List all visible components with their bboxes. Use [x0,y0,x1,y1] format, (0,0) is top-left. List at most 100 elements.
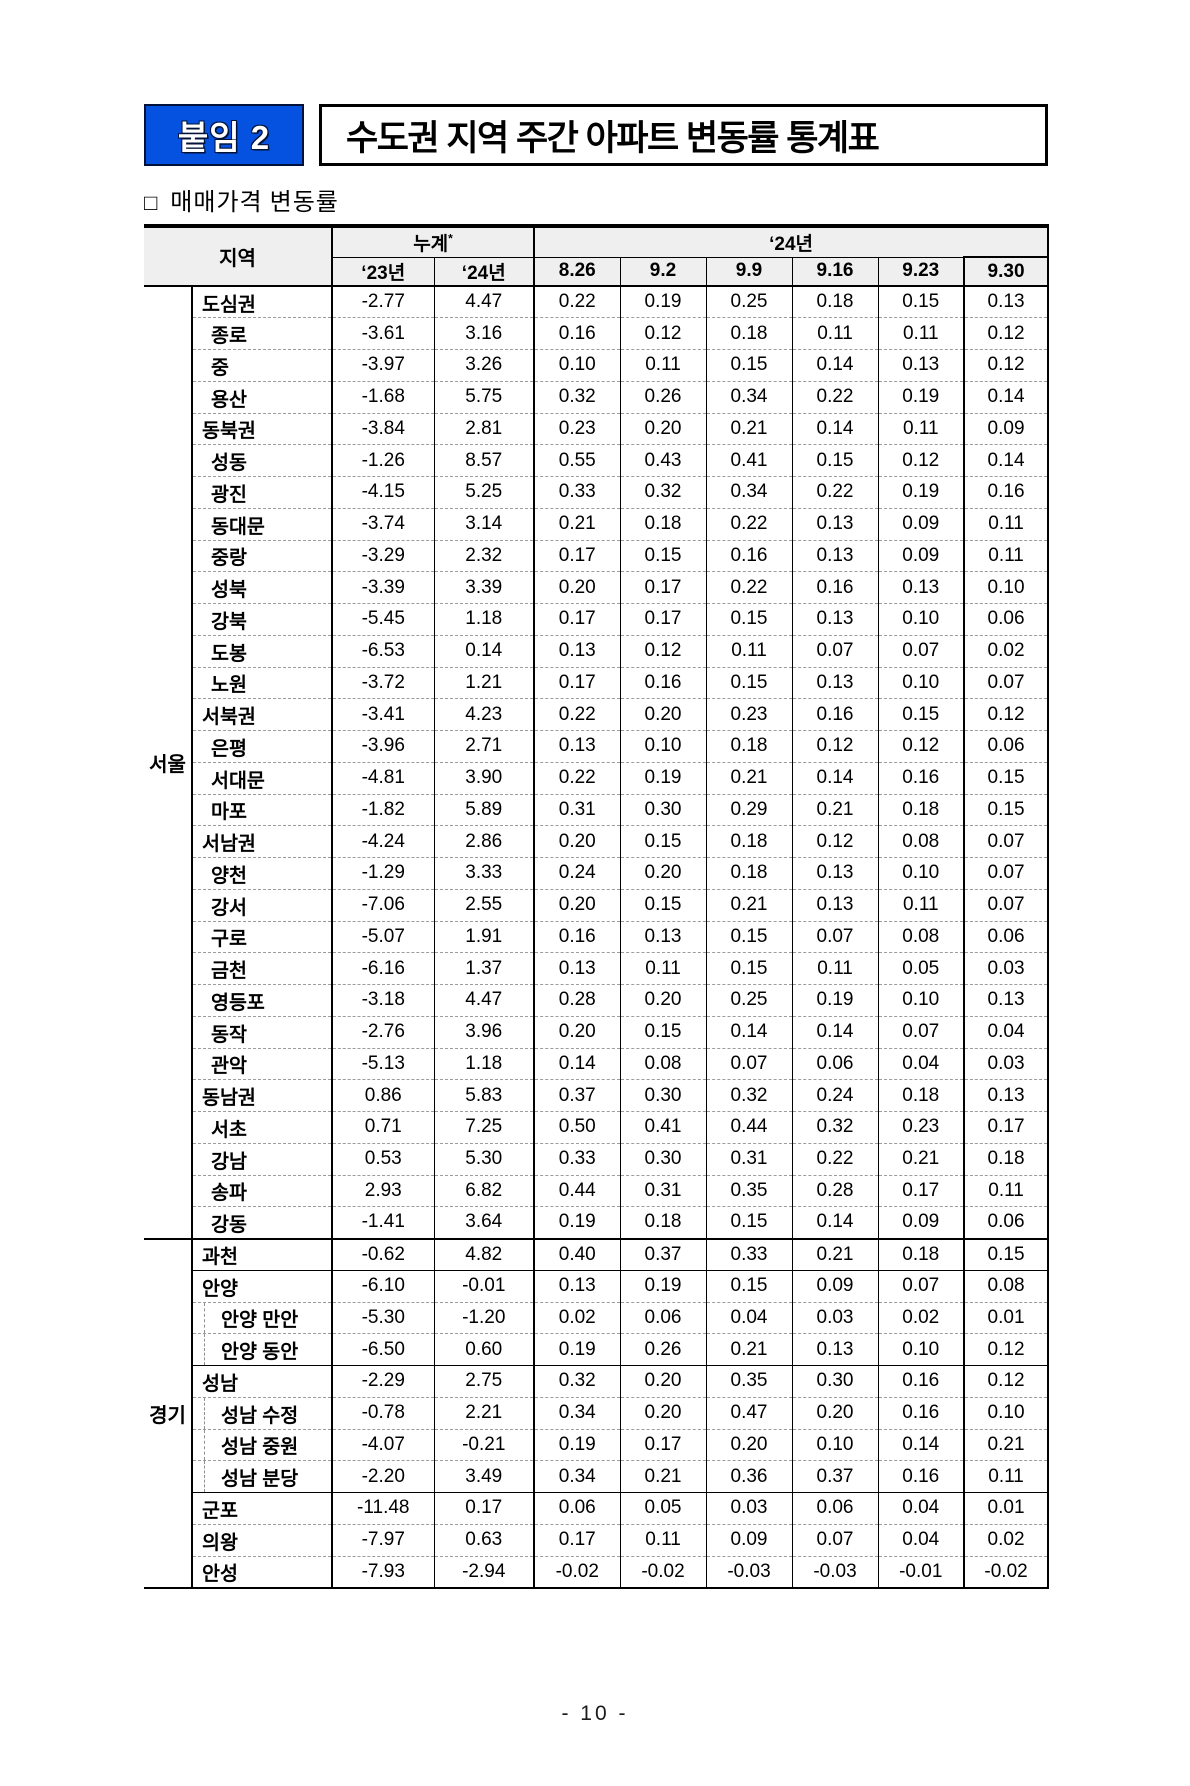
value-cell: 3.49 [433,1460,535,1493]
value-cell: 0.34 [705,476,793,509]
value-cell: 0.11 [619,952,707,985]
table-row: 서대문 -4.81 3.90 0.22 0.19 0.21 0.14 0.16 0.15 [144,761,1050,794]
value-cell: -0.02 [963,1555,1050,1588]
value-cell: 4.47 [433,285,535,318]
table-row: 강남 0.53 5.30 0.33 0.30 0.31 0.22 0.21 0.18 [144,1142,1050,1175]
value-cell: -1.41 [331,1206,434,1239]
value-cell: -0.01 [877,1555,965,1588]
table-row: 도봉 -6.53 0.14 0.13 0.12 0.11 0.07 0.07 0.02 [144,634,1050,667]
value-cell: 0.15 [791,444,879,477]
value-cell: 0.22 [791,1142,879,1175]
value-cell: 0.12 [619,634,707,667]
value-cell: 0.11 [877,412,965,445]
value-cell: 0.10 [877,666,965,699]
value-cell: 0.12 [963,317,1050,350]
region-name-cell: 종로 [191,317,332,350]
value-cell: 0.06 [533,1492,621,1525]
value-cell: 4.82 [433,1237,535,1271]
value-cell: 0.12 [877,730,965,763]
table-row: 마포 -1.82 5.89 0.31 0.30 0.29 0.21 0.18 0.15 [144,793,1050,826]
title-band: 붙임 2 수도권 지역 주간 아파트 변동률 통계표 [144,104,1048,166]
value-cell: 0.06 [963,920,1050,953]
value-cell: 0.33 [533,476,621,509]
value-cell: 0.13 [619,920,707,953]
value-cell: 0.32 [619,476,707,509]
value-cell: 0.19 [877,476,965,509]
column-header-week-highlighted: 9.30 [963,256,1050,287]
value-cell: 0.22 [791,476,879,509]
value-cell: 0.02 [963,1523,1050,1556]
value-cell: 0.17 [533,1523,621,1556]
value-cell: 0.14 [705,1015,793,1048]
value-cell: 1.37 [433,952,535,985]
region-name-cell: 동남권 [191,1079,332,1112]
region-name-cell: 동북권 [191,412,332,445]
value-cell: -3.74 [331,507,434,540]
value-cell: 0.26 [619,1333,707,1366]
table-row: 성남 분당 -2.20 3.49 0.34 0.21 0.36 0.37 0.16 0.11 [144,1460,1050,1493]
value-cell: 0.11 [963,507,1050,540]
region-name-cell: 도봉 [191,634,332,667]
value-cell: 0.15 [963,761,1050,794]
value-cell: 0.12 [791,730,879,763]
value-cell: 0.30 [619,793,707,826]
value-cell: 1.18 [433,1047,535,1080]
value-cell: -4.15 [331,476,434,509]
value-cell: 0.03 [705,1492,793,1525]
value-cell: 0.13 [877,571,965,604]
value-cell: 0.34 [533,1460,621,1493]
value-cell: 0.08 [877,920,965,953]
value-cell: 0.12 [963,1365,1050,1398]
value-cell: 0.11 [791,952,879,985]
value-cell: -2.76 [331,1015,434,1048]
value-cell: -6.50 [331,1333,434,1366]
region-name-cell: 광진 [191,476,332,509]
region-name-cell: 안양 동안 [191,1333,332,1366]
value-cell: 0.34 [705,380,793,413]
value-cell: -0.02 [619,1555,707,1588]
value-cell: 0.13 [791,603,879,636]
value-cell: 0.86 [331,1079,434,1112]
value-cell: 0.26 [619,380,707,413]
value-cell: 0.20 [619,412,707,445]
region-name-cell: 강서 [191,888,332,921]
value-cell: 0.20 [705,1428,793,1461]
value-cell: 0.07 [963,666,1050,699]
value-cell: 7.25 [433,1111,535,1144]
value-cell: 0.14 [791,349,879,382]
value-cell: 0.07 [791,634,879,667]
document-page: 붙임 2 수도권 지역 주간 아파트 변동률 통계표 □ 매매가격 변동률 지역 … [0,104,1190,1786]
region-name-cell: 강동 [191,1206,332,1239]
table-row: 군포 -11.48 0.17 0.06 0.05 0.03 0.06 0.04 0.01 [144,1492,1050,1525]
region-name-cell: 도심권 [191,285,332,318]
value-cell: 0.16 [791,571,879,604]
value-cell: 0.30 [791,1365,879,1398]
column-header-2023-cumulative: ‘23년 [331,256,435,287]
value-cell: 0.18 [705,825,793,858]
value-cell: 0.34 [533,1396,621,1429]
value-cell: -3.96 [331,730,434,763]
value-cell: 0.17 [619,603,707,636]
value-cell: -1.29 [331,857,434,890]
value-cell: 0.32 [705,1079,793,1112]
value-cell: -4.24 [331,825,434,858]
region-name-cell: 용산 [191,380,332,413]
region-name-cell: 중랑 [191,539,332,572]
value-cell: 3.14 [433,507,535,540]
value-cell: 0.13 [791,857,879,890]
value-cell: 0.10 [877,1333,965,1366]
value-cell: 0.15 [619,539,707,572]
value-cell: 0.20 [533,888,621,921]
region-name-cell: 은평 [191,730,332,763]
value-cell: 0.44 [533,1174,621,1207]
value-cell: 0.10 [791,1428,879,1461]
region-name-cell: 동작 [191,1015,332,1048]
value-cell: 0.14 [791,761,879,794]
value-cell: 0.30 [619,1142,707,1175]
value-cell: 0.50 [533,1111,621,1144]
value-cell: -3.29 [331,539,434,572]
value-cell: 0.02 [877,1301,965,1334]
page-title-box: 수도권 지역 주간 아파트 변동률 통계표 [319,104,1048,166]
value-cell: 0.07 [877,1269,965,1302]
value-cell: 0.15 [963,793,1050,826]
